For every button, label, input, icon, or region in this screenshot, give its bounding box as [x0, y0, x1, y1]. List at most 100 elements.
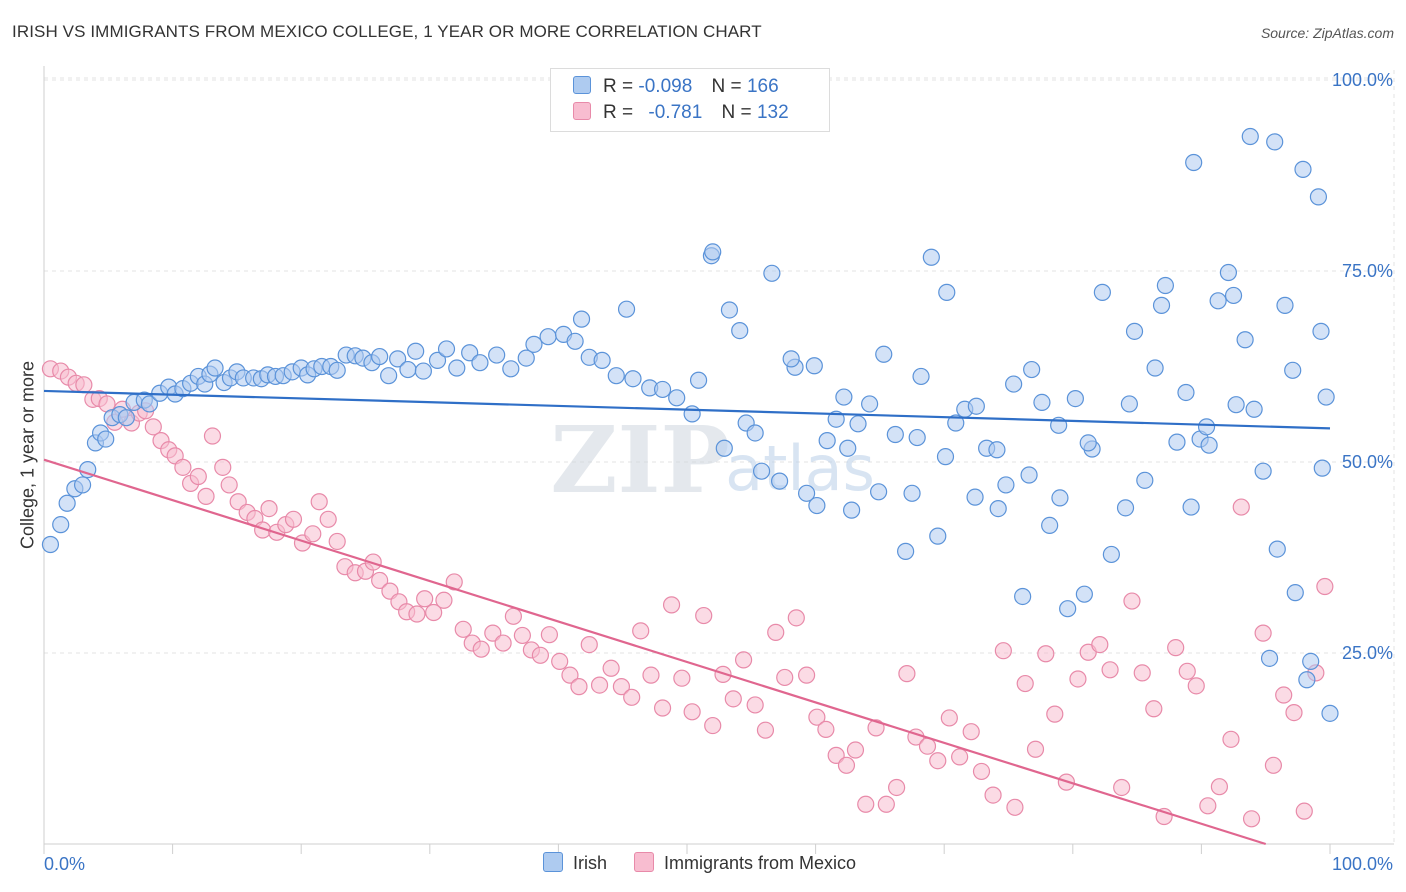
- irish-swatch: [573, 76, 591, 94]
- point-mexico: [304, 525, 322, 543]
- point-irish: [461, 344, 479, 362]
- y-tick-label: 50.0%: [1342, 452, 1393, 472]
- point-mexico: [214, 458, 232, 476]
- point-irish: [140, 395, 159, 413]
- point-mexico: [203, 427, 222, 445]
- point-mexico: [1133, 664, 1151, 682]
- point-irish: [1020, 466, 1038, 484]
- y-tick-label: 75.0%: [1342, 261, 1393, 281]
- point-irish: [1033, 393, 1051, 412]
- point-irish: [922, 248, 940, 266]
- point-irish: [1298, 671, 1316, 689]
- point-mexico: [867, 719, 885, 737]
- point-irish: [380, 367, 398, 385]
- point-mexico: [1123, 592, 1141, 610]
- point-irish: [849, 415, 867, 433]
- series-legend: Irish Immigrants from Mexico: [543, 852, 878, 874]
- point-irish: [1224, 286, 1243, 305]
- point-irish: [1219, 263, 1238, 282]
- point-mexico: [319, 510, 337, 528]
- point-mexico: [1091, 635, 1109, 654]
- mexico-n-value: 132: [756, 102, 789, 123]
- point-irish: [41, 535, 60, 554]
- point-irish: [428, 351, 447, 369]
- y-tick-label: 25.0%: [1342, 643, 1393, 663]
- point-mexico: [683, 703, 701, 721]
- point-mexico: [962, 723, 980, 741]
- point-irish: [967, 397, 985, 415]
- point-mexico: [994, 642, 1012, 660]
- point-irish: [1182, 498, 1200, 516]
- series-mexico-points: [41, 360, 1334, 828]
- point-irish: [539, 328, 557, 346]
- point-irish: [1168, 433, 1186, 451]
- point-irish: [843, 501, 861, 519]
- point-mexico: [929, 752, 947, 770]
- tick-labels: 25.0% 50.0% 75.0% 100.0% 0.0% 100.0%: [44, 70, 1393, 874]
- point-mexico: [602, 659, 620, 677]
- point-irish: [875, 345, 893, 363]
- point-irish: [731, 321, 749, 340]
- point-irish: [720, 301, 739, 319]
- point-mexico: [1046, 705, 1064, 723]
- point-irish: [861, 395, 879, 413]
- point-irish: [1146, 359, 1164, 377]
- point-irish: [1241, 127, 1259, 146]
- n-label: N =: [711, 76, 742, 97]
- point-irish: [617, 300, 636, 318]
- point-irish: [1075, 585, 1093, 603]
- point-mexico: [174, 458, 192, 476]
- point-irish: [1185, 153, 1203, 172]
- point-irish: [1005, 375, 1023, 393]
- point-mexico: [673, 669, 691, 687]
- point-mexico: [776, 668, 794, 687]
- point-mexico: [1178, 662, 1196, 680]
- point-irish: [808, 496, 826, 515]
- point-irish: [835, 388, 853, 406]
- point-mexico: [642, 666, 660, 684]
- point-mexico: [972, 762, 991, 781]
- trendline-mexico: [43, 458, 1267, 846]
- point-irish: [328, 361, 346, 379]
- point-irish: [389, 350, 407, 368]
- point-mexico: [1006, 798, 1024, 816]
- r-label: R =: [603, 76, 634, 97]
- point-mexico: [260, 500, 278, 518]
- point-irish: [782, 350, 800, 368]
- point-mexico: [877, 795, 895, 813]
- n-label: N =: [721, 102, 752, 123]
- point-irish: [870, 483, 888, 501]
- point-mexico: [197, 487, 215, 505]
- point-irish: [805, 357, 823, 375]
- point-irish: [689, 371, 708, 389]
- axes: [43, 66, 1394, 854]
- mexico-swatch: [573, 102, 591, 120]
- point-mexico: [551, 652, 569, 671]
- point-irish: [1066, 389, 1084, 408]
- point-mexico: [454, 620, 472, 638]
- point-irish: [1260, 649, 1279, 667]
- legend-label-irish: Irish: [573, 853, 608, 873]
- point-mexico: [75, 376, 93, 394]
- point-irish: [897, 542, 915, 560]
- point-mexico: [371, 571, 389, 590]
- point-mexico: [561, 666, 579, 684]
- correlation-legend: R = -0.098 N = 166 R = -0.781 N = 132: [550, 68, 830, 132]
- legend-label-mexico: Immigrants from Mexico: [664, 853, 857, 873]
- point-irish: [752, 462, 771, 480]
- irish-swatch: [543, 852, 563, 872]
- point-irish: [1093, 283, 1111, 301]
- point-mexico: [734, 651, 753, 669]
- point-irish: [947, 414, 965, 432]
- point-mexico: [653, 699, 672, 717]
- point-mexico: [695, 606, 713, 625]
- point-mexico: [632, 622, 650, 640]
- point-mexico: [540, 626, 558, 644]
- point-irish: [593, 351, 611, 369]
- y-axis-label: College, 1 year or more: [17, 360, 38, 550]
- point-irish: [770, 472, 789, 490]
- point-mexico: [756, 721, 775, 739]
- point-irish: [502, 360, 520, 378]
